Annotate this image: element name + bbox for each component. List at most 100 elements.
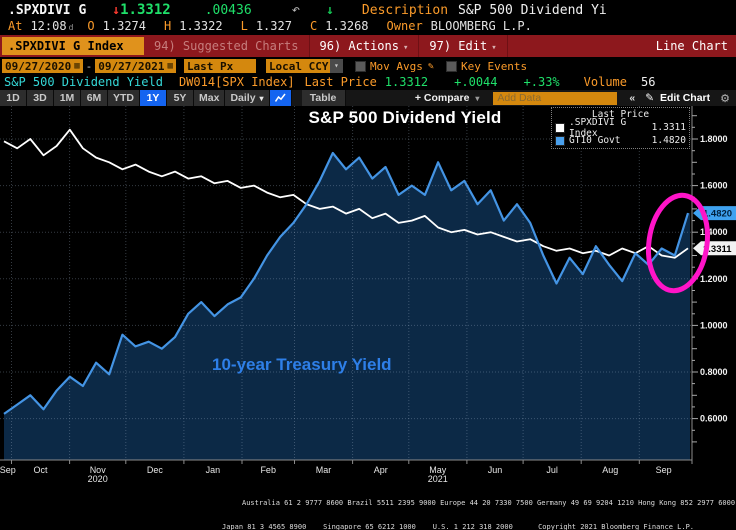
frequency-select[interactable]: Daily ▾ xyxy=(225,90,270,106)
menu-suggested-charts[interactable]: 94) Suggested Charts xyxy=(144,35,310,57)
revert-arrow-icon[interactable]: ↶ xyxy=(291,2,301,18)
date-from-field[interactable]: 09/27/2020 ▦ xyxy=(2,59,83,73)
chevron-down-icon: ▾ xyxy=(475,94,480,103)
treasury-yield-line xyxy=(3,151,690,415)
security-info-row: S&P 500 Dividend Yield DW014[SPX Index] … xyxy=(4,74,736,90)
owner-label: Owner xyxy=(386,19,423,33)
price-field-select[interactable]: Last Px xyxy=(183,59,256,73)
low-label: L xyxy=(240,19,248,33)
period-button-1d[interactable]: 1D xyxy=(0,90,27,106)
legend-header: Last Price xyxy=(591,109,650,120)
x-axis-month-label: Apr xyxy=(374,465,388,475)
x-axis-month-label: Feb xyxy=(260,465,276,475)
x-axis-month-label: Jul xyxy=(546,465,558,475)
high-value: 1.3322 xyxy=(179,19,223,33)
legend-series-value: 1.4820 xyxy=(651,135,686,146)
y-axis-label: 1.4000 xyxy=(700,227,728,237)
footer-line-1: Australia 61 2 9777 8600 Brazil 5511 239… xyxy=(242,499,736,507)
pencil-icon[interactable]: ✎ xyxy=(427,60,434,72)
chart-canvas[interactable]: 1.8000 1.6000 1.4000 1.2000 1.0000 0.8000 0.60… xyxy=(0,106,736,482)
legend-row-gt10[interactable]: GT10 Govt 1.4820 xyxy=(555,134,686,147)
currency-select[interactable]: Local CCY xyxy=(265,59,330,73)
compare-label: + Compare xyxy=(414,92,470,104)
period-button-3d[interactable]: 3D xyxy=(27,90,54,106)
menu-actions[interactable]: 96) Actions ▾ xyxy=(310,35,420,57)
date-to-field[interactable]: 09/27/2021 ▦ xyxy=(95,59,176,73)
x-axis-month-label: Sep xyxy=(656,465,672,475)
x-axis-month-label: Jun xyxy=(488,465,503,475)
y-axis-label: 1.2000 xyxy=(700,274,728,284)
trend-down-icon: ↓ xyxy=(326,2,334,18)
legend-series-name: GT10 Govt xyxy=(569,135,621,146)
date-range-separator: - xyxy=(85,59,93,73)
period-button-ytd[interactable]: YTD xyxy=(108,90,140,106)
edit-chart-label: Edit Chart xyxy=(659,92,711,104)
at-label: At xyxy=(8,19,23,33)
mov-avgs-label: Mov Avgs xyxy=(369,59,423,73)
x-axis-year-label: 2020 xyxy=(88,474,108,482)
description-value: S&P 500 Dividend Yi xyxy=(458,2,607,18)
legend-swatch-1 xyxy=(555,135,565,146)
dividend-yield-line xyxy=(3,128,689,259)
quote-time: 12:08 xyxy=(30,19,67,33)
x-axis-month-label: Sep xyxy=(0,465,16,475)
line-chart-icon xyxy=(274,93,286,102)
chart-legend: Last Price .SPXDIVI G Index 1.3311 GT10 … xyxy=(551,107,690,149)
line-chart-type-button[interactable] xyxy=(269,90,292,106)
legend-swatch-0 xyxy=(555,122,565,133)
key-events-checkbox[interactable] xyxy=(445,60,457,72)
collapse-icon[interactable]: « xyxy=(629,92,636,104)
key-events-label: Key Events xyxy=(460,59,528,73)
x-axis-month-label: Nov xyxy=(90,465,107,475)
footer-line-2: Japan 81 3 4565 8900 Singapore 65 6212 1… xyxy=(222,523,695,530)
period-button-1y[interactable]: 1Y xyxy=(140,90,167,106)
close-label: C xyxy=(309,19,318,33)
period-button-max[interactable]: Max xyxy=(194,90,226,106)
x-axis-month-label: Jan xyxy=(206,465,221,475)
compare-button[interactable]: + Compare ▾ xyxy=(415,92,480,104)
y-axis-label: 0.6000 xyxy=(700,414,728,424)
edit-chart-button[interactable]: ✎ Edit Chart xyxy=(645,92,710,104)
period-button-6m[interactable]: 6M xyxy=(81,90,108,106)
delay-flag: d xyxy=(68,23,74,32)
x-axis-month-label: May xyxy=(429,465,447,475)
currency-dropdown-icon[interactable]: ▾ xyxy=(329,59,343,73)
chart-id: DW014[SPX Index] xyxy=(178,75,295,89)
calendar-icon: ▦ xyxy=(167,61,173,71)
x-axis-month-label: Oct xyxy=(33,465,48,475)
volume-value: 56 xyxy=(641,75,656,89)
view-mode-label: Line Chart xyxy=(655,39,728,53)
x-axis-year-label: 2021 xyxy=(428,474,448,482)
period-button-5y[interactable]: 5Y xyxy=(167,90,194,106)
volume-label: Volume xyxy=(583,75,627,89)
quote-bar: .SPXDIVI G ↓ 1.3312 .00436 ↶ ↓ Descripti… xyxy=(0,0,736,34)
highlight-ellipse-annotation[interactable] xyxy=(643,191,714,294)
last-price: 1.3312 xyxy=(120,2,171,18)
period-button-1m[interactable]: 1M xyxy=(54,90,81,106)
legend-row-spxdivi[interactable]: .SPXDIVI G Index 1.3311 xyxy=(555,117,686,139)
security-input[interactable]: .SPXDIVI G Index xyxy=(2,37,144,55)
net-change: .00436 xyxy=(204,2,252,18)
gear-icon[interactable]: ⚙ xyxy=(720,92,730,105)
high-label: H xyxy=(164,19,172,33)
chart-svg: 1.8000 1.6000 1.4000 1.2000 1.0000 0.8000 0.60… xyxy=(0,106,736,482)
menu-edit[interactable]: 97) Edit ▾ xyxy=(419,35,508,57)
x-axis-month-label: Mar xyxy=(316,465,332,475)
chevron-down-icon: ▾ xyxy=(402,43,409,53)
mov-avgs-checkbox[interactable] xyxy=(354,60,366,72)
chart-title: S&P 500 Dividend Yield xyxy=(308,108,502,127)
description-label: Description xyxy=(361,2,449,18)
open-value: 1.3274 xyxy=(102,19,146,33)
price-down-arrow-icon: ↓ xyxy=(112,2,121,18)
net-change-value: +.0044 xyxy=(454,75,498,89)
y-axis-label: 1.6000 xyxy=(700,181,728,191)
treasury-area-fill xyxy=(4,153,690,460)
frequency-label: Daily xyxy=(230,92,256,104)
table-button[interactable]: Table xyxy=(301,90,346,106)
menu-bar: .SPXDIVI G Index 94) Suggested Charts 96… xyxy=(0,35,736,57)
last-price-value: 1.3312 xyxy=(384,75,429,89)
add-data-input[interactable] xyxy=(493,91,618,105)
period-buttons: 1D 3D 1M 6M YTD 1Y 5Y Max xyxy=(0,90,226,106)
x-axis-month-label: Aug xyxy=(602,465,618,475)
terminal-footer: Australia 61 2 9777 8600 Brazil 5511 239… xyxy=(0,483,736,530)
